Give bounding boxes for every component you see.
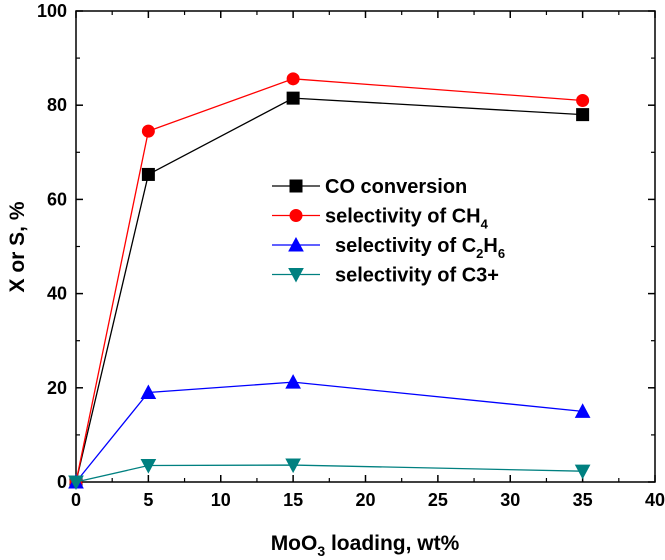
x-axis-title: MoO3 loading, wt% <box>271 532 460 559</box>
series-2 <box>69 72 590 489</box>
data-point <box>285 458 301 474</box>
legend-item: CO conversion <box>272 176 467 198</box>
data-point <box>576 108 590 122</box>
y-axis-title: X or S, % <box>6 201 29 292</box>
legend-item: selectivity of CH4 <box>272 206 489 232</box>
data-point <box>574 464 591 480</box>
legend-label: selectivity of CH4 <box>325 206 489 232</box>
y-tick-label: 100 <box>37 1 67 21</box>
x-tick-label: 40 <box>645 490 665 510</box>
legend-label: CO conversion <box>325 176 467 198</box>
data-point <box>286 72 300 86</box>
data-point <box>576 93 590 107</box>
x-tick-label: 25 <box>428 490 448 510</box>
y-tick-label: 40 <box>47 284 67 304</box>
x-axis-ticks: 0 5 10 15 20 25 30 35 40 <box>71 11 665 510</box>
legend-item: selectivity of C2H6 <box>272 235 505 261</box>
legend-marker <box>288 236 304 252</box>
x-tick-label: 10 <box>211 490 231 510</box>
x-axis-title-post: loading, wt% <box>325 532 459 555</box>
data-point <box>141 124 155 138</box>
x-tick-label: 5 <box>143 490 153 510</box>
data-point <box>574 403 591 418</box>
y-tick-label: 20 <box>47 378 67 398</box>
y-tick-label: 0 <box>57 472 67 492</box>
x-tick-label: 35 <box>573 490 593 510</box>
legend-label: selectivity of C2H6 <box>335 235 505 261</box>
y-tick-label: 80 <box>47 95 67 115</box>
x-axis-title-pre: MoO <box>271 532 318 555</box>
legend-marker <box>289 179 303 193</box>
series-line <box>75 464 583 483</box>
y-axis-ticks: 0 20 40 60 80 100 <box>37 1 655 492</box>
legend-marker <box>288 268 304 283</box>
x-tick-label: 20 <box>355 490 375 510</box>
series-line <box>75 381 583 483</box>
x-tick-label: 30 <box>500 490 520 510</box>
legend-item: selectivity of C3+ <box>272 265 499 287</box>
legend-label: selectivity of C3+ <box>335 265 499 287</box>
x-tick-label: 0 <box>71 490 81 510</box>
series-line <box>75 97 583 483</box>
data-point <box>141 167 155 181</box>
series-layer <box>68 72 591 491</box>
x-axis-title-sub: 3 <box>317 543 325 559</box>
data-point <box>285 374 301 389</box>
x-tick-label: 15 <box>283 490 303 510</box>
data-point <box>286 91 300 105</box>
series-line <box>75 78 583 483</box>
data-point <box>140 384 157 400</box>
data-point <box>140 459 157 474</box>
series-4 <box>68 458 591 491</box>
legend-marker <box>289 209 303 222</box>
legend: CO conversion selectivity of CH4 selectivi… <box>272 176 505 287</box>
y-tick-label: 60 <box>47 189 67 209</box>
series-1 <box>69 91 590 489</box>
data-point <box>68 475 84 491</box>
